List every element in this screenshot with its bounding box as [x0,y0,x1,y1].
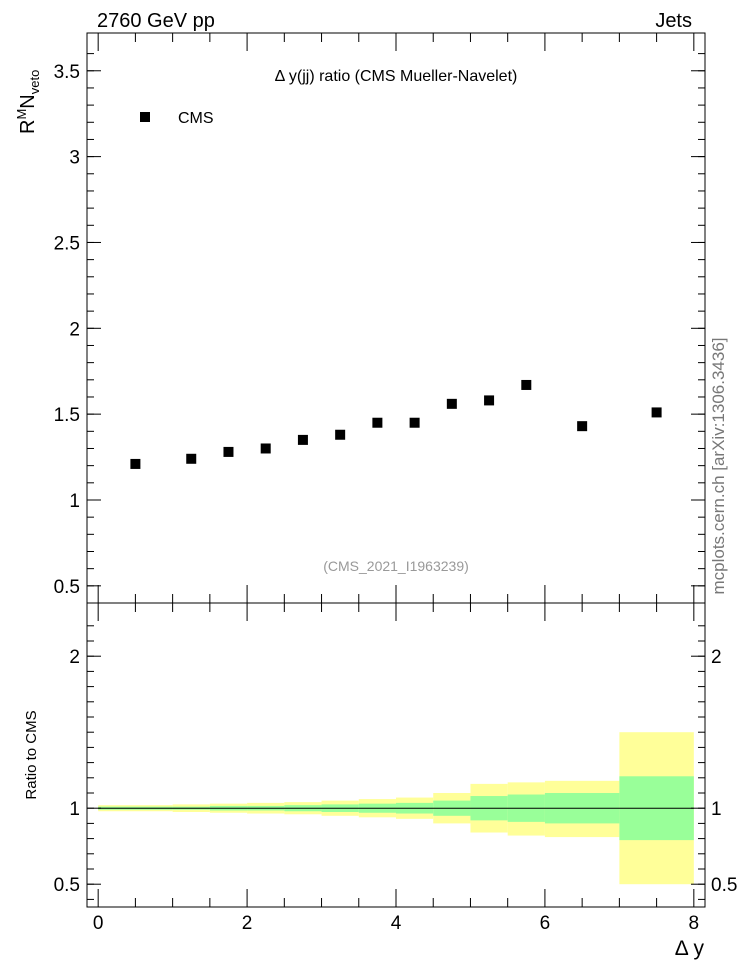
ratio-xtick-label: 6 [540,913,551,934]
main-ylabel: RMNveto [14,70,42,134]
cms-data-point [651,407,662,418]
main-ytick-label: 3 [69,148,80,169]
cms-data-point [186,453,197,464]
ylabel-part-r: R [17,120,39,134]
cms-data-point [521,379,532,390]
ratio-ytick-label-right: 2 [711,647,722,668]
main-ytick-label: 1.5 [54,405,80,426]
main-plot-panel: 0.5 1 1.5 2 2.5 3 3.5 Δ y(jj) ratio (CMS Muell… [14,32,706,604]
cms-data-point [223,446,234,457]
ratio-ytick-label-left: 0.5 [54,875,80,896]
ratio-xtick-label: 0 [93,913,104,934]
watermark-label: (CMS_2021_I1963239) [323,558,469,574]
ratio-ytick-label-right: 1 [711,799,722,820]
ylabel-part-n: N [17,94,39,108]
header-left-label: 2760 GeV pp [97,10,215,32]
legend-cms-marker [140,112,150,122]
ratio-plot-frame [86,602,706,908]
main-chart-title: Δ y(jj) ratio (CMS Mueller-Navelet) [275,68,518,85]
legend-cms-label: CMS [178,110,214,127]
cms-data-point [409,417,420,428]
ratio-ytick-label-left: 1 [69,799,80,820]
ratio-ytick-label-right: 0.5 [711,875,737,896]
cms-data-point [446,398,457,409]
cms-data-point [130,458,141,469]
ratio-xtick-label: 8 [689,913,700,934]
main-ytick-label: 1 [69,491,80,512]
cms-data-point [297,434,308,445]
cms-data-point [260,443,271,454]
main-ytick-label: 2.5 [54,233,80,254]
ylabel-part-m: M [14,109,29,120]
main-ytick-label: 0.5 [54,577,80,598]
ratio-ylabel: Ratio to CMS [23,710,40,799]
cms-data-point [577,421,588,432]
side-label: mcplots.cern.ch [arXiv:1306.3436] [709,337,728,594]
ratio-ytick-label-left: 2 [69,647,80,668]
ratio-plot-panel: 0.5 0.5 1 1 2 2 0 2 4 6 8 Ratio to CMS Δ y [23,602,737,960]
main-ytick-label: 2 [69,319,80,340]
header-right-label: Jets [655,10,692,32]
ratio-xtick-label: 2 [242,913,253,934]
ylabel-part-veto: veto [27,70,42,95]
ratio-xtick-label: 4 [391,913,402,934]
cms-data-point [335,429,346,440]
cms-data-point [372,417,383,428]
main-ytick-label: 3.5 [54,62,80,83]
cms-data-point [484,395,495,406]
ratio-xlabel: Δ y [675,937,705,960]
